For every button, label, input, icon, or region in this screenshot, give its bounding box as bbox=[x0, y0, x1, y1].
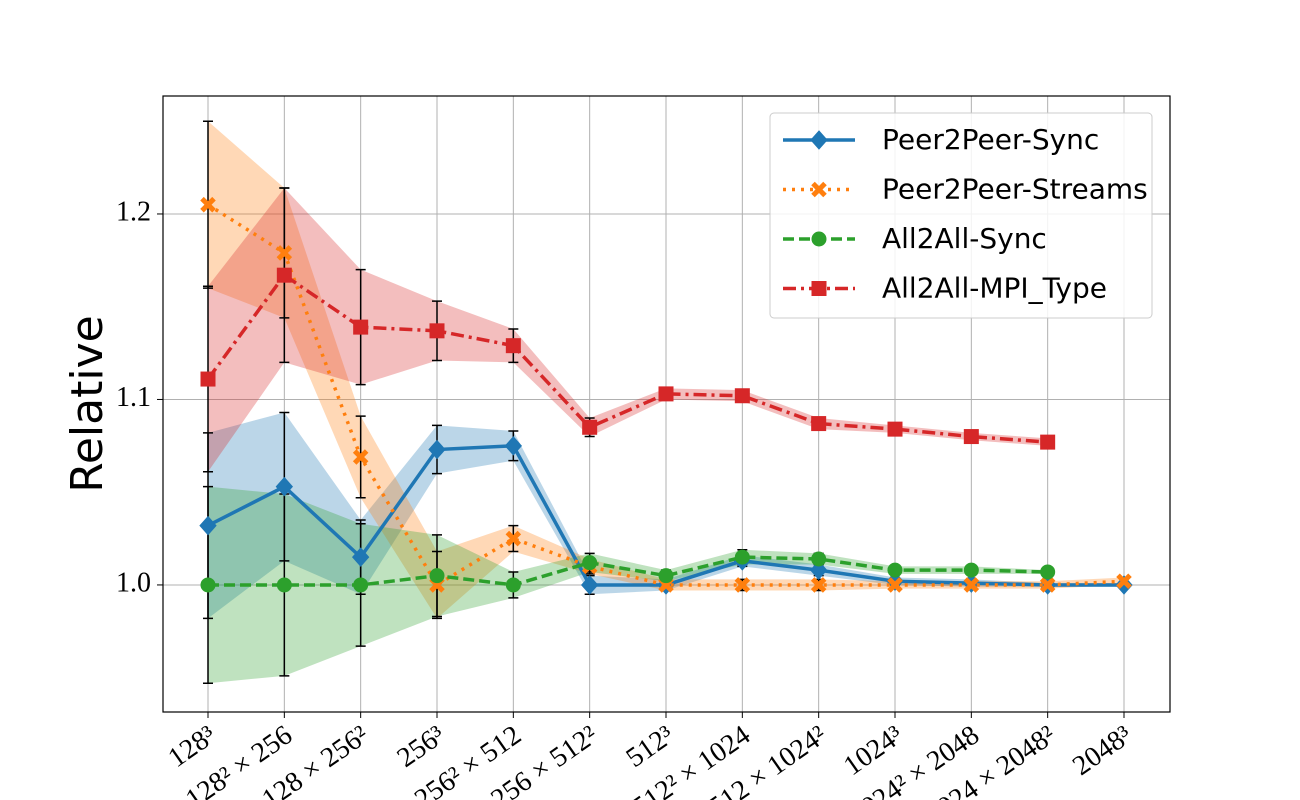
marker bbox=[811, 551, 827, 567]
error-band bbox=[208, 188, 1048, 472]
y-tick-label: 1.0 bbox=[116, 567, 151, 598]
marker bbox=[1040, 564, 1056, 580]
legend-label: All2All-Sync bbox=[882, 222, 1047, 255]
marker bbox=[1040, 434, 1056, 450]
marker bbox=[504, 436, 523, 456]
legend-box bbox=[769, 112, 1153, 319]
marker bbox=[1039, 577, 1056, 593]
marker bbox=[351, 547, 370, 567]
marker bbox=[276, 267, 292, 283]
marker bbox=[582, 419, 598, 435]
marker bbox=[658, 386, 674, 402]
marker bbox=[353, 577, 369, 593]
marker bbox=[811, 231, 827, 247]
series-line bbox=[208, 555, 1048, 587]
marker bbox=[200, 577, 216, 593]
marker bbox=[887, 421, 903, 437]
marker bbox=[199, 515, 217, 536]
marker bbox=[887, 577, 903, 593]
marker bbox=[505, 577, 521, 593]
series-line bbox=[206, 272, 1048, 444]
marker bbox=[963, 429, 979, 445]
y-tick-label: 1.2 bbox=[116, 196, 151, 227]
y-axis-label: Relative bbox=[62, 315, 113, 492]
legend-label: Peer2Peer-Streams bbox=[882, 173, 1148, 206]
marker bbox=[734, 577, 751, 593]
legend-label: All2All-MPI_Type bbox=[882, 272, 1107, 305]
marker bbox=[809, 560, 828, 580]
marker bbox=[582, 555, 598, 571]
marker bbox=[887, 562, 903, 578]
marker bbox=[275, 476, 294, 497]
plot-frame bbox=[162, 95, 1171, 713]
marker bbox=[200, 371, 216, 387]
x-tick-label: 2048³ bbox=[1067, 720, 1138, 782]
marker bbox=[810, 577, 827, 593]
marker bbox=[810, 130, 828, 150]
marker bbox=[200, 196, 216, 213]
legend-label: Peer2Peer-Sync bbox=[882, 123, 1099, 156]
marker bbox=[429, 323, 445, 339]
marker bbox=[963, 562, 979, 578]
marker bbox=[658, 568, 674, 584]
marker bbox=[276, 577, 292, 593]
marker bbox=[580, 575, 599, 595]
marker bbox=[505, 338, 521, 354]
marker bbox=[276, 245, 293, 261]
marker bbox=[734, 549, 750, 565]
marker bbox=[428, 439, 446, 460]
marker bbox=[811, 281, 827, 296]
marker bbox=[734, 388, 750, 404]
error-band bbox=[208, 486, 1048, 684]
marker bbox=[1116, 573, 1132, 589]
marker bbox=[505, 530, 522, 547]
marker bbox=[352, 449, 369, 465]
marker bbox=[811, 416, 827, 432]
marker bbox=[963, 577, 980, 593]
marker bbox=[353, 319, 369, 335]
y-tick-label: 1.1 bbox=[116, 382, 151, 413]
marker bbox=[429, 568, 445, 584]
marker bbox=[811, 181, 827, 198]
